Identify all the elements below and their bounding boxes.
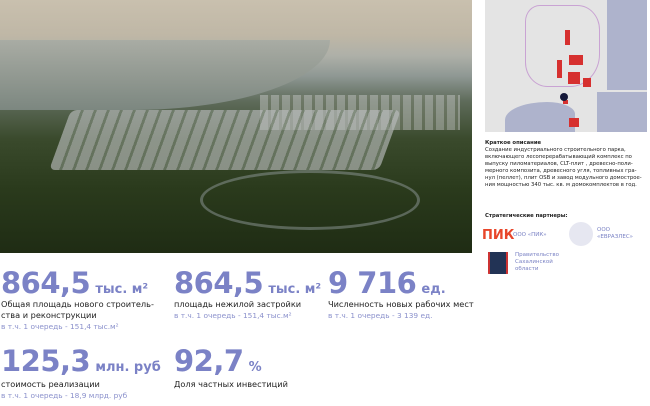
stat-label: Общая площадь нового строитель- [1, 299, 154, 309]
stat-unit: % [248, 360, 262, 375]
site-marker [560, 93, 568, 101]
stat-value: 125,3 [1, 344, 91, 378]
stat-total-area: 864,5 тыс. м² Общая площадь нового строи… [1, 268, 154, 332]
stat-value: 9 716 [328, 266, 417, 300]
region-border [525, 5, 600, 87]
stat-nonresidential-area: 864,5 тыс. м² площадь нежилой застройки … [174, 268, 321, 321]
partner-gov: области [515, 266, 539, 272]
stat-unit: млн. руб [95, 360, 161, 375]
partner-evraz: «ЕВРАЗЛЕС» [597, 234, 634, 240]
river [200, 170, 420, 230]
stat-private-investment: 92,7 % Доля частных инвестиций [174, 346, 288, 390]
stat-sub: в т.ч. 1 очередь - 18,9 млрд. руб [1, 391, 128, 400]
stat-label: Численность новых рабочих мест [328, 299, 474, 309]
description-line: ния мощностью 340 тыс. кв. м домокомплек… [485, 182, 637, 188]
description-line: выпуску пиломатериалов, CLT-плит , древе… [485, 161, 633, 167]
stat-value: 92,7 [174, 344, 244, 378]
location-map [485, 0, 647, 132]
evraz-logo [569, 222, 593, 246]
stat-unit: тыс. м² [268, 282, 322, 297]
description-line: нул (пеллет), плит OSB и завод модульног… [485, 175, 642, 181]
industrial-park [49, 110, 401, 170]
stat-sub: в т.ч. 1 очередь - 151,4 тыс.м² [1, 322, 119, 331]
stat-label: площадь нежилой застройки [174, 299, 302, 309]
description-line: мерного композита, древесного угля, топл… [485, 168, 637, 174]
stat-cost: 125,3 млн. руб стоимость реализации в т.… [1, 346, 161, 401]
stat-jobs: 9 716 ед. Численность новых рабочих мест… [328, 268, 474, 321]
sakhalin-coat-of-arms [485, 252, 511, 274]
stat-label: стоимость реализации [1, 379, 100, 389]
stat-value: 864,5 [174, 266, 264, 300]
partner-gov: Правительство [515, 252, 559, 258]
stat-label: ства и реконструкции [1, 310, 97, 320]
description-title: Краткое описание [485, 140, 542, 146]
aerial-render-photo [0, 0, 472, 253]
partner-evraz: ООО [597, 227, 610, 233]
pik-logo: ПИК [482, 228, 515, 243]
stat-value: 864,5 [1, 266, 91, 300]
partner-pik: ООО «ПИК» [513, 232, 547, 238]
stat-label: Доля частных инвестиций [174, 379, 288, 389]
partner-gov: Сахалинской [515, 259, 553, 265]
stat-sub: в т.ч. 1 очередь - 151,4 тыс.м² [174, 311, 292, 320]
stat-unit: ед. [421, 282, 446, 297]
stat-unit: тыс. м² [95, 282, 149, 297]
description-line: включающего лесоперерабатывающий комплек… [485, 154, 632, 160]
stat-sub: в т.ч. 1 очередь - 3 139 ед. [328, 311, 433, 320]
partners-title: Стратегические партнеры: [485, 213, 568, 219]
description-line: Создание индустриального строительного п… [485, 147, 626, 153]
